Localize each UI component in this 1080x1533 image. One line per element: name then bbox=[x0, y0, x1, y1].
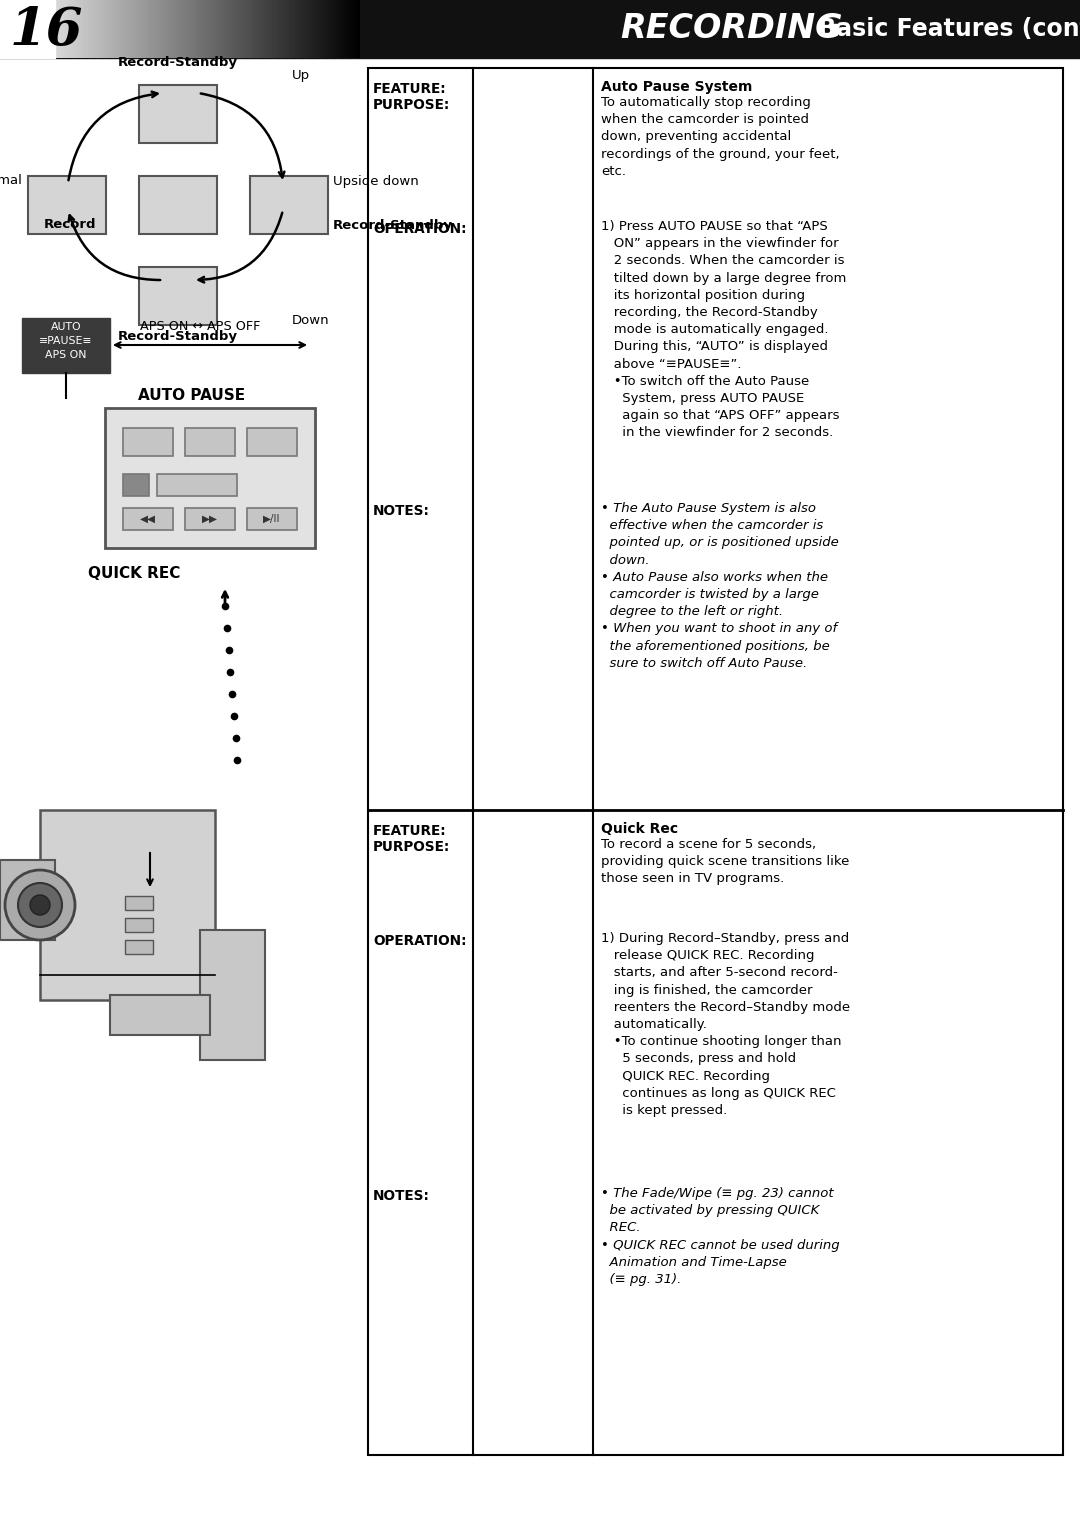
Bar bbox=[185, 507, 235, 530]
Bar bbox=[139, 84, 217, 143]
Text: OPERATION:: OPERATION: bbox=[373, 934, 467, 947]
Bar bbox=[368, 67, 1063, 1455]
Text: APS ON ↔ APS OFF: APS ON ↔ APS OFF bbox=[139, 320, 260, 333]
Text: Quick Rec: Quick Rec bbox=[600, 822, 678, 835]
Text: Auto Pause System: Auto Pause System bbox=[600, 80, 753, 94]
Text: OPERATION:: OPERATION: bbox=[373, 222, 467, 236]
Bar bbox=[40, 809, 215, 1000]
Bar bbox=[123, 474, 149, 497]
Bar bbox=[249, 176, 328, 235]
Circle shape bbox=[18, 883, 62, 927]
Text: Record-Standby: Record-Standby bbox=[118, 57, 238, 69]
Circle shape bbox=[30, 895, 50, 915]
Text: PURPOSE:: PURPOSE: bbox=[373, 98, 450, 112]
Bar bbox=[0, 0, 1080, 58]
Bar bbox=[105, 408, 315, 547]
Bar bbox=[123, 507, 173, 530]
Text: PURPOSE:: PURPOSE: bbox=[373, 840, 450, 854]
Text: 1) During Record–Standby, press and
   release QUICK REC. Recording
   starts, a: 1) During Record–Standby, press and rele… bbox=[600, 932, 850, 1118]
Text: NOTES:: NOTES: bbox=[373, 504, 430, 518]
Circle shape bbox=[5, 871, 75, 940]
Bar bbox=[0, 860, 55, 940]
Text: Basic Features (cont.): Basic Features (cont.) bbox=[810, 17, 1080, 41]
Bar bbox=[247, 428, 297, 455]
Text: Normal: Normal bbox=[0, 175, 23, 187]
Text: Record-Standby: Record-Standby bbox=[118, 330, 238, 343]
Text: • The Auto Pause System is also
  effective when the camcorder is
  pointed up, : • The Auto Pause System is also effectiv… bbox=[600, 501, 839, 670]
Bar bbox=[157, 474, 237, 497]
Text: Record-Standby: Record-Standby bbox=[333, 219, 453, 231]
Bar bbox=[22, 317, 110, 373]
Text: ▶/II: ▶/II bbox=[264, 514, 281, 524]
Bar bbox=[125, 940, 153, 954]
Bar bbox=[28, 176, 106, 235]
Bar bbox=[139, 176, 217, 235]
Text: RECORDING: RECORDING bbox=[620, 12, 842, 46]
Bar bbox=[139, 267, 217, 325]
Bar bbox=[123, 428, 173, 455]
Text: Record: Record bbox=[43, 219, 96, 231]
Bar bbox=[110, 995, 210, 1035]
Text: NOTES:: NOTES: bbox=[373, 1190, 430, 1203]
Text: To record a scene for 5 seconds,
providing quick scene transitions like
those se: To record a scene for 5 seconds, providi… bbox=[600, 839, 849, 886]
Text: Up: Up bbox=[292, 69, 310, 81]
Text: FEATURE:: FEATURE: bbox=[373, 825, 447, 839]
Text: FEATURE:: FEATURE: bbox=[373, 81, 447, 97]
Bar bbox=[125, 918, 153, 932]
Text: ◀◀: ◀◀ bbox=[140, 514, 156, 524]
Text: ▶▶: ▶▶ bbox=[202, 514, 218, 524]
Bar bbox=[185, 428, 235, 455]
Bar bbox=[125, 895, 153, 911]
Text: 1) Press AUTO PAUSE so that “APS
   ON” appears in the viewfinder for
   2 secon: 1) Press AUTO PAUSE so that “APS ON” app… bbox=[600, 221, 847, 440]
Bar bbox=[200, 931, 265, 1059]
Text: • The Fade/Wipe (≡ pg. 23) cannot
  be activated by pressing QUICK
  REC.
• QUIC: • The Fade/Wipe (≡ pg. 23) cannot be act… bbox=[600, 1187, 839, 1286]
Bar bbox=[247, 507, 297, 530]
Text: To automatically stop recording
when the camcorder is pointed
down, preventing a: To automatically stop recording when the… bbox=[600, 97, 839, 178]
Text: 16: 16 bbox=[10, 6, 83, 57]
Text: Upside down: Upside down bbox=[333, 175, 419, 187]
Text: Down: Down bbox=[292, 314, 329, 327]
Bar bbox=[0, 0, 55, 58]
Text: AUTO PAUSE: AUTO PAUSE bbox=[138, 388, 245, 403]
Text: AUTO
≡PAUSE≡
APS ON: AUTO ≡PAUSE≡ APS ON bbox=[39, 322, 93, 360]
Text: QUICK REC: QUICK REC bbox=[87, 566, 180, 581]
